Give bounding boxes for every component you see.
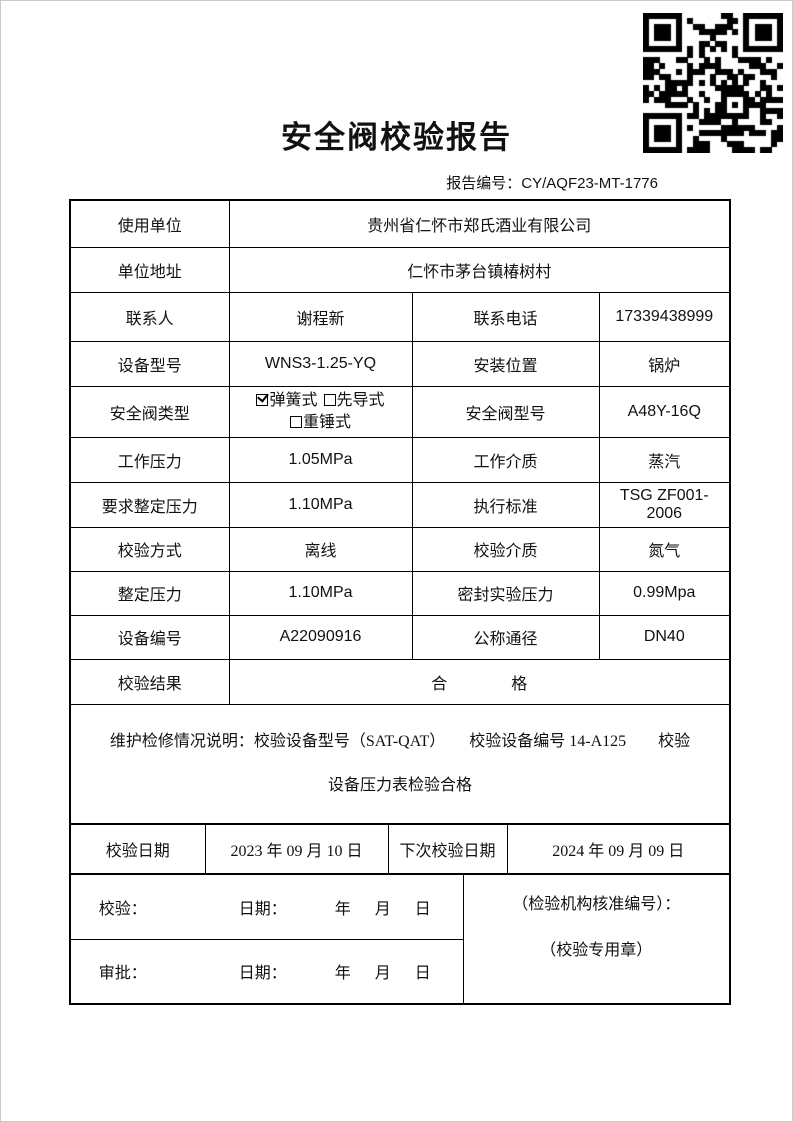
cell-work-medium-value: 蒸汽 [598,436,731,483]
verifier-signature-cell: 校验： 日期： 年 月 日 [69,873,464,940]
cell-work-pressure-label: 工作压力 [69,436,230,483]
cell-device-model-label: 设备型号 [69,340,230,387]
cell-address-value: 仁怀市茅台镇椿树村 [228,246,731,293]
org-code-note: （检验机构核准编号）： [512,896,681,914]
table-row: 单位地址 仁怀市茅台镇椿树村 [69,246,731,293]
table-row: 整定压力 1.10MPa 密封实验压力 0.99Mpa [69,570,731,616]
cell-next-calib-date-value: 2024 年 09 月 09 日 [506,823,731,875]
cell-nominal-diameter-value: DN40 [598,614,731,660]
valve-type-option-unchecked: 重锤式 [289,414,351,431]
cell-standard-label: 执行标准 [411,481,600,528]
valve-type-options: 弹簧式 先导式重锤式 [228,385,413,438]
cell-user-unit-value: 贵州省仁怀市郑氏酒业有限公司 [228,199,731,248]
cell-calib-date-label: 校验日期 [69,823,206,875]
cell-seal-test-pressure-value: 0.99Mpa [598,570,731,616]
table-row: 联系人 谢程新 联系电话 17339438999 [69,291,731,342]
cell-install-pos-value: 锅炉 [598,340,731,387]
cell-device-no-label: 设备编号 [69,614,230,660]
cell-address-label: 单位地址 [69,246,230,293]
valve-type-option-unchecked: 先导式 [323,392,385,409]
cell-valve-model-label: 安全阀型号 [411,385,600,438]
cell-valve-type-label: 安全阀类型 [69,385,230,438]
cell-user-unit-label: 使用单位 [69,199,230,248]
cell-work-medium-label: 工作介质 [411,436,600,483]
report-number-label: 报告编号： [446,176,522,193]
table-row: 校验方式 离线 校验介质 氮气 [69,526,731,572]
report-table-signatures: 校验： 日期： 年 月 日 （检验机构核准编号）： （校验专用章） 审批： 日期： 年 … [69,873,731,1006]
cell-required-set-pressure-label: 要求整定压力 [69,481,230,528]
verifier-ymd: 年 月 日 [334,900,435,918]
table-row: 设备型号 WNS3-1.25-YQ 安装位置 锅炉 [69,340,731,387]
cell-install-pos-label: 安装位置 [411,340,600,387]
cell-device-no-value: A22090916 [228,614,413,660]
verifier-label: 校验： [98,900,147,918]
cell-result-label: 校验结果 [69,658,230,705]
cell-calib-method-value: 离线 [228,526,413,572]
approver-signature-cell: 审批： 日期： 年 月 日 [69,938,464,1005]
maintenance-note-line1: 维护检修情况说明：校验设备型号（SAT-QAT） 校验设备编号 14-A125 … [109,732,691,750]
maintenance-note-line2: 设备压力表检验合格 [328,776,473,794]
page-title: 安全阀校验报告 [281,120,512,155]
cell-valve-model-value: A48Y-16Q [598,385,731,438]
cell-calib-date-value: 2023 年 09 月 10 日 [204,823,389,875]
approver-ymd: 年 月 日 [334,965,435,983]
cell-nominal-diameter-label: 公称通径 [411,614,600,660]
cell-seal-test-pressure-label: 密封实验压力 [411,570,600,616]
table-row: 校验结果 合 格 [69,658,731,705]
cell-set-pressure-label: 整定压力 [69,570,230,616]
approver-date-label: 日期： [238,965,287,983]
report-number-value: CY/AQF23-MT-1776 [521,175,658,193]
report-table-main: 使用单位 贵州省仁怀市郑氏酒业有限公司 单位地址 仁怀市茅台镇椿树村 联系人 谢… [69,199,732,826]
checkbox-unchecked-icon [289,415,302,428]
maintenance-note-cell: 维护检修情况说明：校验设备型号（SAT-QAT） 校验设备编号 14-A125 … [69,703,731,825]
table-row: 安全阀类型 弹簧式 先导式重锤式 安全阀型号 A48Y-16Q [69,385,731,438]
table-row: 设备编号 A22090916 公称通径 DN40 [69,614,731,660]
table-row: 要求整定压力 1.10MPa 执行标准 TSG ZF001-2006 [69,481,731,528]
approver-label: 审批： [98,965,147,983]
valve-type-option-checked: 弹簧式 [256,392,318,409]
cell-device-model-value: WNS3-1.25-YQ [228,340,413,387]
checkbox-checked-icon [256,393,269,406]
cell-required-set-pressure-value: 1.10MPa [228,481,413,528]
table-row: 工作压力 1.05MPa 工作介质 蒸汽 [69,436,731,483]
qr-code [643,13,783,159]
cell-next-calib-date-label: 下次校验日期 [387,823,508,875]
cell-phone-value: 17339438999 [598,291,731,342]
cell-set-pressure-value: 1.10MPa [228,570,413,616]
seal-note: （校验专用章） [540,942,653,960]
cell-standard-value: TSG ZF001-2006 [598,481,731,528]
table-row: 使用单位 贵州省仁怀市郑氏酒业有限公司 [69,199,731,248]
cell-contact-label: 联系人 [69,291,230,342]
cell-work-pressure-value: 1.05MPa [228,436,413,483]
cell-calib-medium-value: 氮气 [598,526,731,572]
table-row: 审批： 日期： 年 月 日 [69,938,730,1005]
cell-phone-label: 联系电话 [411,291,600,342]
cell-calib-method-label: 校验方式 [69,526,230,572]
table-row: 维护检修情况说明：校验设备型号（SAT-QAT） 校验设备编号 14-A125 … [69,703,731,825]
cell-calib-medium-label: 校验介质 [411,526,600,572]
table-row: 校验日期 2023 年 09 月 10 日 下次校验日期 2024 年 09 月… [69,823,731,875]
qr-code-image [643,13,783,153]
checkbox-unchecked-icon [323,393,336,406]
report-number-line: 报告编号：CY/AQF23-MT-1776 [69,172,724,193]
cell-result-value: 合 格 [228,658,731,705]
table-row: 校验： 日期： 年 月 日 （检验机构核准编号）： （校验专用章） [69,873,731,1005]
stamp-cell: （检验机构核准编号）： （校验专用章） [462,873,731,1005]
cell-contact-value: 谢程新 [228,291,413,342]
verifier-date-label: 日期： [238,900,287,918]
report-table-dates: 校验日期 2023 年 09 月 10 日 下次校验日期 2024 年 09 月… [69,823,731,876]
